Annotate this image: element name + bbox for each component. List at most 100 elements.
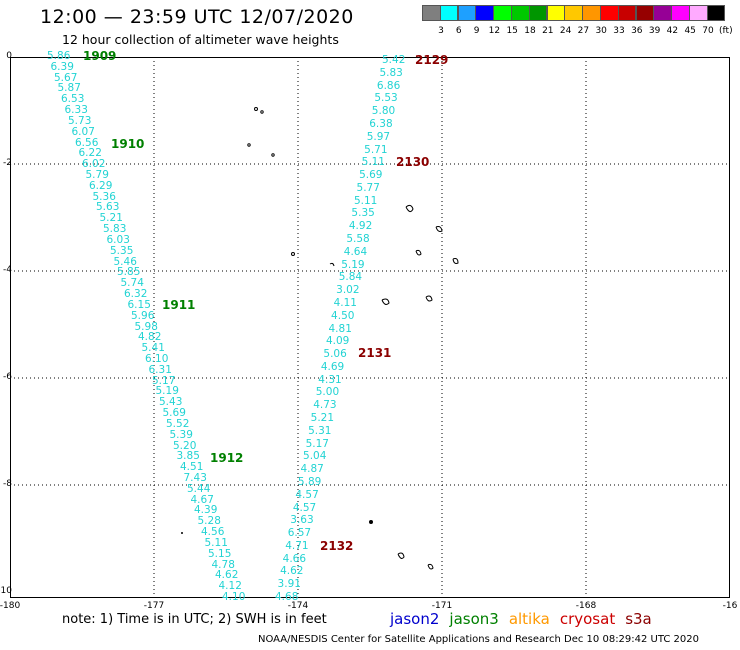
swh-value: 5.31 — [308, 424, 332, 437]
swh-value: 6.56 — [75, 136, 99, 149]
map-subtitle: 12 hour collection of altimeter wave hei… — [62, 32, 339, 47]
color-scale-label: 24 — [559, 26, 572, 36]
swh-value: 4.68 — [275, 591, 299, 603]
color-scale-label: 39 — [648, 26, 661, 36]
color-swatch — [617, 5, 637, 21]
swh-value: 4.71 — [285, 539, 309, 552]
swh-value: 4.09 — [325, 335, 350, 348]
satellite-legend: jason2 jason3 altika cryosat s3a — [390, 610, 662, 628]
swh-value: 5.21 — [310, 412, 335, 424]
swh-value: 5.74 — [120, 277, 144, 290]
latitude-label: 0 — [6, 51, 12, 61]
swh-value: 3.85 — [176, 450, 200, 463]
satellite-s3a: s3a — [625, 610, 652, 628]
swh-value: 4.81 — [328, 322, 352, 335]
swh-value: 3.02 — [336, 284, 360, 297]
swh-value: 5.35 — [351, 207, 375, 220]
swh-value: 5.28 — [197, 515, 221, 528]
swh-value: 5.85 — [117, 266, 141, 279]
swh-value: 5.11 — [204, 536, 228, 549]
color-scale-label: 9 — [473, 26, 480, 36]
swh-value: 6.29 — [89, 179, 113, 192]
swh-value: 5.46 — [113, 255, 137, 268]
swh-value: 6.32 — [124, 288, 148, 301]
color-scale-label: 6 — [455, 26, 462, 36]
swh-value: 6.07 — [71, 125, 95, 138]
longitude-label: -171 — [431, 601, 453, 611]
color-scale-label: 21 — [542, 26, 554, 36]
swh-value: 4.11 — [333, 296, 357, 309]
swh-value: 5.04 — [303, 450, 327, 463]
satellite-cryosat: cryosat — [559, 610, 616, 628]
color-swatch — [439, 5, 459, 21]
swh-value: 5.96 — [131, 309, 155, 322]
color-swatch — [564, 5, 583, 21]
swh-value: 5.06 — [323, 348, 347, 361]
swh-value: 5.71 — [364, 143, 388, 156]
swh-value: 4.69 — [320, 360, 345, 373]
s3a-pass-label: 2132 — [320, 539, 354, 553]
latitude-label: -10 — [0, 586, 12, 596]
swh-value: 6.02 — [82, 158, 106, 171]
swh-value: 4.67 — [190, 493, 214, 506]
swh-value: 5.63 — [96, 201, 120, 214]
color-scale-label: 42 — [666, 26, 679, 36]
swh-value: 6.86 — [376, 79, 401, 92]
swh-value: 5.53 — [374, 92, 398, 105]
color-scale-unit: (ft) — [719, 26, 733, 36]
s3a-pass-label: 2130 — [396, 155, 430, 169]
footnote: note: 1) Time is in UTC; 2) SWH is in fe… — [62, 612, 327, 627]
latitude-label: -2 — [3, 158, 12, 168]
swh-value: 6.10 — [145, 352, 169, 365]
swh-value: 4.64 — [343, 245, 368, 258]
swh-value: 5.69 — [162, 407, 186, 420]
satellite-jason2: jason2 — [390, 610, 440, 628]
longitude-label: -177 — [143, 601, 165, 611]
island-outlines — [181, 107, 459, 570]
swh-value: 6.33 — [64, 104, 88, 117]
jason3-pass-label: 1910 — [111, 137, 145, 151]
latitude-label: -6 — [3, 372, 12, 382]
swh-value: 6.57 — [287, 527, 312, 540]
swh-value: 5.17 — [305, 437, 329, 450]
swh-value: 4.62 — [215, 569, 239, 582]
swh-value: 4.12 — [218, 580, 242, 593]
color-swatch — [511, 5, 530, 21]
color-scale-label: 18 — [524, 26, 536, 36]
swh-value: 4.10 — [222, 591, 246, 603]
swh-value: 4.73 — [313, 399, 337, 412]
swh-value: 6.38 — [369, 117, 393, 130]
swh-value: 5.00 — [315, 386, 340, 399]
swh-value: 3.63 — [290, 514, 314, 527]
swh-value: 5.83 — [103, 223, 127, 236]
color-swatch — [706, 5, 726, 21]
color-swatch — [457, 5, 477, 21]
swh-value: 5.86 — [47, 50, 71, 62]
swh-value: 7.43 — [183, 471, 207, 484]
swh-value: 4.66 — [282, 552, 307, 565]
swh-value: 4.39 — [194, 504, 218, 517]
longitude-label: -168 — [575, 601, 597, 611]
s3a-pass-label: 2129 — [415, 53, 449, 67]
color-scale-label: 12 — [488, 26, 501, 36]
swh-value: 4.56 — [201, 526, 225, 539]
swh-value: 5.98 — [134, 320, 158, 333]
satellite-altika: altika — [508, 610, 550, 628]
swh-value: 6.15 — [127, 298, 151, 311]
swh-value: 5.19 — [155, 385, 179, 398]
color-swatch — [635, 5, 655, 21]
color-swatch — [493, 5, 512, 21]
color-swatch — [671, 5, 690, 21]
swh-value: 4.82 — [138, 331, 162, 344]
color-swatch — [689, 5, 708, 21]
swh-value: 4.87 — [300, 463, 324, 476]
swh-value: 5.83 — [379, 66, 403, 79]
swh-value: 6.22 — [78, 147, 102, 160]
swh-value: 5.77 — [356, 181, 380, 194]
swh-value: 5.44 — [187, 482, 211, 495]
swh-value: 4.62 — [280, 565, 304, 578]
swh-value: 5.52 — [166, 417, 190, 430]
swh-value: 6.39 — [50, 60, 74, 73]
swh-value: 5.21 — [99, 212, 123, 225]
swh-value: 6.31 — [148, 363, 172, 376]
